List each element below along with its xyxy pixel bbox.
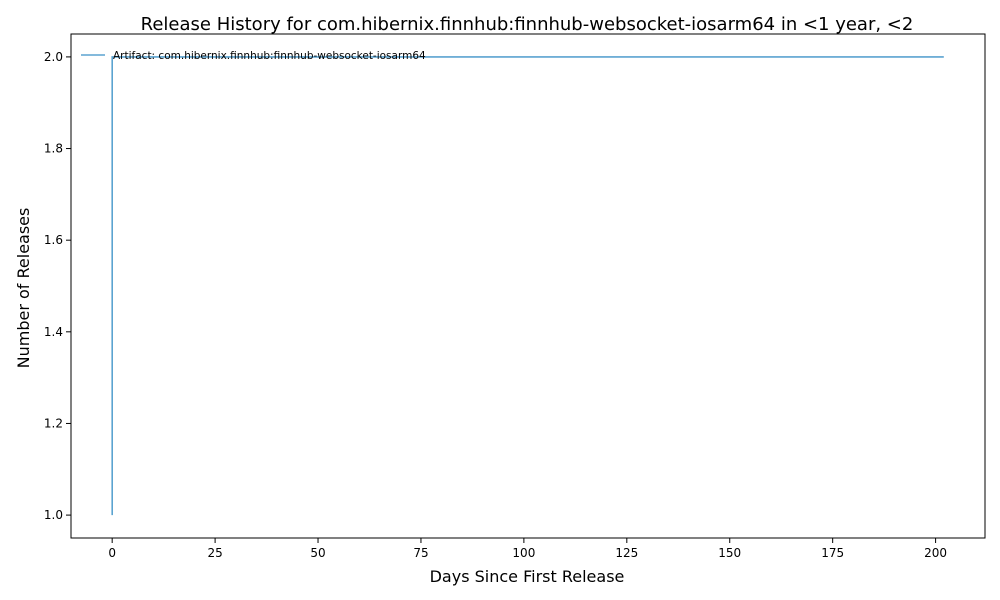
legend: Artifact: com.hibernix.finnhub:finnhub-w… [81, 50, 426, 62]
y-tick-label: 1.2 [44, 416, 63, 430]
x-tick-label: 125 [615, 546, 638, 560]
x-tick-label: 150 [718, 546, 741, 560]
y-tick-label: 1.4 [44, 325, 63, 339]
y-axis-label: Number of Releases [14, 208, 33, 369]
y-tick-label: 2.0 [44, 50, 63, 64]
x-tick-label: 75 [413, 546, 428, 560]
chart-title: Release History for com.hibernix.finnhub… [141, 14, 914, 35]
x-tick-label: 25 [207, 546, 222, 560]
y-tick-label: 1.6 [44, 233, 63, 247]
x-tick-label: 200 [924, 546, 947, 560]
x-tick-label: 100 [512, 546, 535, 560]
y-tick-label: 1.8 [44, 142, 63, 156]
x-tick-label: 0 [108, 546, 116, 560]
x-axis-label: Days Since First Release [430, 567, 625, 586]
y-tick-label: 1.0 [44, 508, 63, 522]
plot-area-frame [70, 33, 986, 539]
legend-label: Artifact: com.hibernix.finnhub:finnhub-w… [113, 50, 426, 62]
x-tick-label: 175 [821, 546, 844, 560]
x-tick-label: 50 [310, 546, 325, 560]
series-line-0 [111, 56, 944, 516]
